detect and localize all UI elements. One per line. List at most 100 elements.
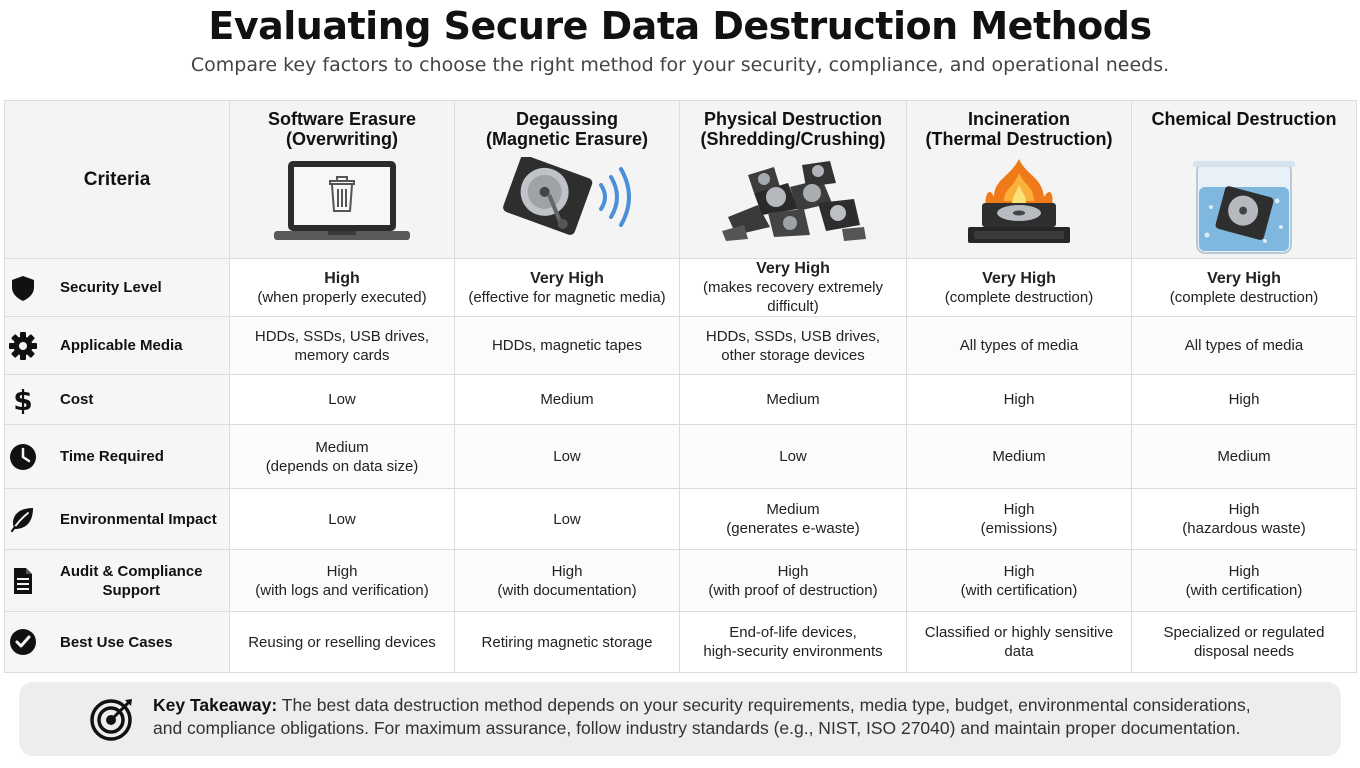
table-cell: HDDs, magnetic tapes	[454, 316, 680, 375]
target-icon	[90, 699, 132, 741]
table-cell: Medium (generates e-waste)	[679, 488, 907, 550]
table-cell: High (hazardous waste)	[1131, 488, 1357, 550]
table-cell: High (when properly executed)	[229, 258, 455, 317]
cell-value: HDDs, SSDs, USB drives,	[705, 327, 881, 345]
column-title: Software Erasure (Overwriting)	[267, 109, 417, 149]
cell-value: Specialized or regulated	[1163, 624, 1325, 641]
cell-value: High	[1228, 501, 1260, 518]
table-cell: High (with certification)	[1131, 549, 1357, 612]
row-header: $ Cost	[4, 374, 230, 425]
cell-value: Low	[553, 448, 581, 465]
table-cell: Low	[229, 374, 455, 425]
criteria-label: Criteria	[83, 168, 151, 190]
row-label: Audit & Compliance Support	[60, 562, 203, 599]
criteria-header: Criteria	[4, 100, 230, 259]
table-row: Security Level High (when properly execut…	[4, 258, 1357, 317]
cell-note: (hazardous waste)	[1182, 520, 1306, 537]
column-header-physical-destruction: Physical Destruction (Shredding/Crushing…	[679, 100, 907, 259]
clock-icon	[10, 443, 36, 470]
column-title: Incineration (Thermal Destruction)	[925, 109, 1113, 149]
row-header: Audit & Compliance Support	[4, 549, 230, 612]
row-header: Best Use Cases	[4, 611, 230, 673]
table-cell: Medium (depends on data size)	[229, 424, 455, 489]
cell-value: Medium	[766, 391, 820, 408]
table-cell: HDDs, SSDs, USB drives, other storage dev…	[679, 316, 907, 375]
key-takeaway-box: Key Takeaway: The best data destruction …	[19, 682, 1341, 756]
table-cell: Retiring magnetic storage	[454, 611, 680, 673]
comparison-table: Criteria Software Erasure (Overwriting)	[4, 100, 1357, 673]
table-cell: All types of media	[906, 316, 1132, 375]
table-row: Environmental Impact Low Low Medium (gene…	[4, 488, 1357, 550]
cell-value: HDDs, SSDs, USB drives,	[254, 327, 430, 345]
table-cell: Classified or highly sensitive data	[906, 611, 1132, 673]
table-row: Best Use Cases Reusing or reselling devi…	[4, 611, 1357, 673]
cell-value: Medium	[992, 448, 1046, 465]
cell-note: (depends on data size)	[265, 457, 419, 475]
page-title: Evaluating Secure Data Destruction Metho…	[208, 4, 1152, 48]
table-cell: High	[1131, 374, 1357, 425]
cell-value: High	[324, 269, 360, 287]
cell-value: Low	[779, 448, 807, 465]
table-row: $ Cost Low Medium Medium High High	[4, 374, 1357, 425]
cell-note: high-security environments	[703, 643, 883, 660]
table-cell: Low	[454, 488, 680, 550]
cell-note: disposal needs	[1193, 643, 1295, 660]
row-header: Environmental Impact	[4, 488, 230, 550]
table-cell: Medium	[454, 374, 680, 425]
table-cell: Low	[679, 424, 907, 489]
cell-value: Very High	[1207, 269, 1281, 287]
column-title: Degaussing (Magnetic Erasure)	[485, 109, 649, 149]
table-cell: Reusing or reselling devices	[229, 611, 455, 673]
gear-icon	[9, 331, 37, 360]
cell-note: (with logs and verification)	[255, 581, 429, 599]
cell-value: High	[326, 562, 358, 580]
cell-value: Medium	[540, 391, 594, 408]
table-row: Time Required Medium (depends on data siz…	[4, 424, 1357, 489]
column-header-software-erasure: Software Erasure (Overwriting)	[229, 100, 455, 259]
cell-value: Retiring magnetic storage	[481, 633, 653, 651]
column-header-incineration: Incineration (Thermal Destruction)	[906, 100, 1132, 259]
cell-value: High	[1003, 391, 1035, 408]
row-label: Applicable Media	[60, 337, 183, 354]
cell-note: other storage devices	[721, 346, 865, 364]
leaf-icon	[10, 508, 33, 533]
row-label: Security Level	[60, 279, 162, 296]
shredded-drives-icon	[722, 161, 866, 241]
cell-value: Classified or highly sensitive data	[924, 624, 1114, 660]
burning-drive-icon	[968, 159, 1070, 243]
table-cell: Very High (effective for magnetic media)	[454, 258, 680, 317]
dollar-icon: $	[13, 386, 32, 414]
cell-note: (with proof of destruction)	[708, 581, 878, 599]
table-cell: Low	[229, 488, 455, 550]
cell-value: High	[777, 562, 809, 580]
row-label: Environmental Impact	[60, 510, 217, 528]
cell-value: All types of media	[1184, 337, 1304, 354]
drive-in-beaker-icon	[1193, 161, 1295, 254]
key-takeaway-body: The best data destruction method depends…	[153, 695, 1251, 738]
cell-note: (makes recovery extremely difficult)	[702, 279, 884, 315]
check-circle-icon	[10, 629, 36, 655]
column-header-degaussing: Degaussing (Magnetic Erasure)	[454, 100, 680, 259]
table-cell: Low	[454, 424, 680, 489]
column-header-chemical-destruction: Chemical Destruction	[1131, 100, 1357, 259]
table-cell: Medium	[1131, 424, 1357, 489]
table-cell: Very High (complete destruction)	[906, 258, 1132, 317]
cell-value: HDDs, magnetic tapes	[491, 337, 643, 354]
table-cell: Very High (complete destruction)	[1131, 258, 1357, 317]
table-cell: High (with logs and verification)	[229, 549, 455, 612]
table-cell: High	[906, 374, 1132, 425]
cell-value: High	[1003, 501, 1035, 518]
page-subtitle: Compare key factors to choose the right …	[190, 54, 1170, 76]
table-cell: High (with documentation)	[454, 549, 680, 612]
table-cell: High (emissions)	[906, 488, 1132, 550]
cell-value: Very High	[756, 260, 830, 277]
table-cell: Medium	[906, 424, 1132, 489]
cell-value: Medium	[1217, 448, 1271, 465]
cell-note: (with certification)	[1185, 581, 1303, 599]
table-cell: High (with proof of destruction)	[679, 549, 907, 612]
cell-value: All types of media	[959, 337, 1079, 354]
cell-note: (effective for magnetic media)	[468, 288, 666, 306]
row-header: Applicable Media	[4, 316, 230, 375]
cell-note: (with certification)	[960, 581, 1078, 599]
shield-icon	[12, 275, 34, 301]
